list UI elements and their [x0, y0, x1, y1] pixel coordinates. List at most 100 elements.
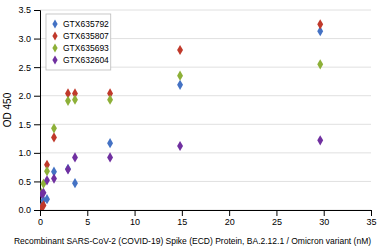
- point: [41, 188, 47, 198]
- tick-mark: [34, 124, 40, 125]
- legend-item: GTX635807: [52, 31, 109, 41]
- legend-item: GTX632604: [52, 55, 109, 65]
- legend-marker: [52, 31, 57, 40]
- x-axis: 0 5 10 15 20 25 30 35: [38, 210, 377, 227]
- grid-line: [40, 124, 371, 125]
- series: [40, 59, 323, 198]
- axis-line: [34, 11, 41, 211]
- y-axis-title: OD 450: [2, 92, 13, 127]
- legend-label: GTX635693: [63, 43, 109, 53]
- grid: [40, 10, 371, 210]
- legend-item: GTX635693: [52, 43, 109, 53]
- point: [317, 59, 323, 69]
- tick: 35: [366, 210, 376, 227]
- tick: 30: [319, 210, 329, 227]
- tick: 10: [130, 210, 140, 227]
- series: [40, 19, 323, 210]
- tick-label: 5: [85, 217, 90, 227]
- legend-label: GTX635792: [63, 19, 109, 29]
- tick-label: 20: [225, 217, 235, 227]
- tick: 0.5: [18, 177, 40, 187]
- tick-label: 0.5: [18, 177, 31, 187]
- legend-label: GTX632604: [63, 55, 109, 65]
- tick-label: 3.5: [18, 5, 31, 15]
- tick-mark: [34, 96, 40, 97]
- chart: 0 5 10 15 20 25 30 35 0.0 0.5 1.0 1.5 2.0 2.5 3.0 3.5 GT…: [0, 0, 385, 250]
- tick-mark: [34, 153, 40, 154]
- tick: 2.5: [18, 63, 40, 73]
- tick: 3.0: [18, 34, 40, 44]
- grid-line: [40, 152, 371, 153]
- tick-label: 0: [38, 217, 43, 227]
- tick-mark: [87, 210, 88, 216]
- tick: 20: [225, 210, 235, 227]
- tick-label: 35: [366, 217, 376, 227]
- plot: 0 5 10 15 20 25 30 35 0.0 0.5 1.0 1.5 2.0 2.5 3.0 3.5 GT…: [18, 5, 376, 227]
- point: [317, 135, 323, 145]
- tick-mark: [276, 210, 277, 216]
- tick: 3.5: [18, 5, 40, 15]
- tick-mark: [135, 210, 136, 216]
- point: [107, 138, 113, 148]
- series: [40, 135, 323, 199]
- tick: 1.0: [18, 148, 40, 158]
- tick-mark: [34, 210, 40, 211]
- point: [51, 173, 57, 183]
- tick-mark: [324, 210, 325, 216]
- legend-frame: [46, 14, 111, 70]
- tick: 2.0: [18, 91, 40, 101]
- legend-marker: [52, 19, 57, 28]
- tick-label: 0.0: [18, 205, 31, 215]
- legend: GTX635792 GTX635807 GTX635693 GTX632604: [46, 14, 111, 70]
- legend-label: GTX635807: [63, 31, 109, 41]
- point: [317, 19, 323, 29]
- marks: [40, 19, 323, 210]
- tick: 0.0: [18, 205, 40, 215]
- point: [107, 95, 113, 105]
- point: [41, 200, 47, 210]
- point: [51, 132, 57, 142]
- grid-line: [40, 10, 371, 11]
- point: [107, 152, 113, 162]
- tick: 0: [38, 210, 43, 227]
- tick-mark: [34, 10, 40, 11]
- legend-marker: [52, 55, 57, 64]
- tick-label: 2.0: [18, 91, 31, 101]
- tick: 1.5: [18, 120, 40, 130]
- point: [72, 178, 78, 188]
- tick-label: 25: [272, 217, 282, 227]
- tick-mark: [34, 39, 40, 40]
- tick: 25: [272, 210, 282, 227]
- grid-line: [40, 95, 371, 96]
- point: [44, 166, 50, 176]
- tick: 15: [177, 210, 187, 227]
- legend-marker: [52, 43, 57, 52]
- x-axis-title: Recombinant SARS-CoV-2 (COVID-19) Spike …: [14, 236, 371, 246]
- tick-label: 15: [177, 217, 187, 227]
- legend-item: GTX635792: [52, 19, 109, 29]
- point: [65, 164, 71, 174]
- point: [65, 164, 71, 174]
- point: [44, 175, 50, 185]
- tick-mark: [34, 181, 40, 182]
- tick-label: 1.5: [18, 120, 31, 130]
- tick-mark: [34, 67, 40, 68]
- tick-label: 2.5: [18, 63, 31, 73]
- tick-label: 3.0: [18, 34, 31, 44]
- tick: 5: [85, 210, 90, 227]
- tick-mark: [229, 210, 230, 216]
- tick-mark: [182, 210, 183, 216]
- point: [177, 80, 183, 90]
- tick-label: 30: [319, 217, 329, 227]
- point: [177, 71, 183, 81]
- point: [72, 95, 78, 105]
- y-axis: 0.0 0.5 1.0 1.5 2.0 2.5 3.0 3.5: [18, 5, 40, 215]
- point: [177, 141, 183, 151]
- axis-line: [41, 211, 372, 217]
- tick-mark: [371, 210, 372, 216]
- point: [72, 152, 78, 162]
- point: [177, 45, 183, 55]
- point: [65, 96, 71, 106]
- grid-line: [40, 181, 371, 182]
- tick-label: 10: [130, 217, 140, 227]
